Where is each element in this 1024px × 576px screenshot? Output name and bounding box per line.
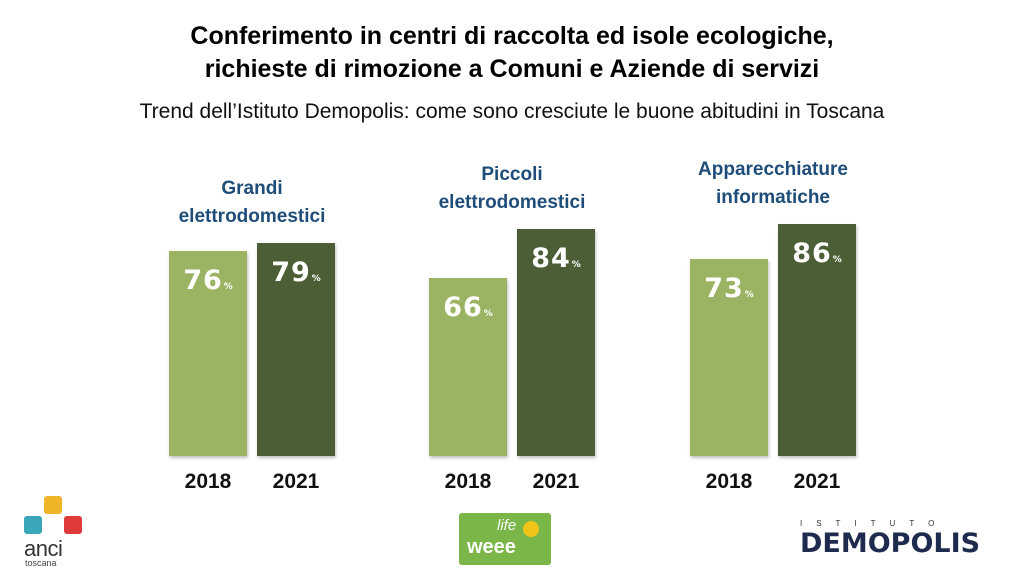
x-tick-label: 2018 bbox=[705, 470, 753, 493]
weee-logo-text: weee bbox=[467, 536, 516, 558]
chart-title: Conferimento in centri di raccolta ed is… bbox=[0, 20, 1024, 86]
group-title-line-1: Grandi bbox=[221, 177, 283, 199]
group-title-line-2: informatiche bbox=[715, 186, 831, 208]
bar-unit: % bbox=[744, 289, 754, 300]
bar-data-label: 73% bbox=[690, 273, 768, 304]
bar-value: 73 bbox=[704, 272, 744, 304]
bar-value: 79 bbox=[271, 256, 311, 288]
bar: 66% bbox=[429, 277, 507, 456]
bar-data-label: 79% bbox=[257, 257, 335, 288]
life-weee-logo: life weee bbox=[459, 513, 551, 565]
bar: 79% bbox=[257, 242, 335, 456]
bar-data-label: 66% bbox=[429, 292, 507, 323]
title-line-2: richieste di rimozione a Comuni e Aziend… bbox=[204, 55, 820, 83]
bar: 86% bbox=[778, 223, 856, 456]
bar-unit: % bbox=[311, 273, 321, 284]
demopolis-logo-istituto: ISTITUTO bbox=[800, 519, 949, 528]
bar-value: 66 bbox=[443, 291, 483, 323]
bar-value: 84 bbox=[531, 243, 571, 275]
chart-subtitle: Trend dell’Istituto Demopolis: come sono… bbox=[139, 100, 885, 123]
bar-unit: % bbox=[223, 281, 233, 292]
title-line-1: Conferimento in centri di raccolta ed is… bbox=[190, 22, 834, 50]
bar: 73% bbox=[690, 258, 768, 456]
bar-value: 86 bbox=[792, 237, 832, 269]
group-title-line-1: Piccoli bbox=[481, 164, 543, 186]
bar-value: 76 bbox=[183, 264, 223, 296]
group-title-line-2: elettrodomestici bbox=[178, 205, 326, 227]
group-title: Apparecchiature informatiche bbox=[653, 156, 893, 212]
life-logo-text: life bbox=[497, 517, 517, 534]
anci-logo-text: anci bbox=[24, 536, 63, 561]
anci-logo-subtext: toscana bbox=[25, 558, 57, 568]
bar-data-label: 84% bbox=[517, 243, 595, 274]
bar-unit: % bbox=[832, 254, 842, 265]
group-title-line-2: elettrodomestici bbox=[438, 192, 586, 214]
bar-data-label: 86% bbox=[778, 238, 856, 269]
group-title-line-1: Apparecchiature bbox=[698, 158, 848, 180]
x-tick-label: 2021 bbox=[793, 470, 841, 493]
bar: 76% bbox=[169, 250, 247, 456]
bar: 84% bbox=[517, 229, 595, 456]
group-title: Piccoli elettrodomestici bbox=[392, 161, 632, 217]
x-tick-label: 2018 bbox=[184, 470, 232, 493]
bar-unit: % bbox=[571, 260, 581, 271]
plug-icon bbox=[523, 521, 539, 537]
bar-data-label: 76% bbox=[169, 265, 247, 296]
bar-unit: % bbox=[483, 308, 493, 319]
x-tick-label: 2018 bbox=[444, 470, 492, 493]
x-tick-label: 2021 bbox=[272, 470, 320, 493]
anci-toscana-logo: anci toscana bbox=[22, 496, 92, 570]
group-title: Grandi elettrodomestici bbox=[132, 175, 372, 231]
x-tick-label: 2021 bbox=[532, 470, 580, 493]
demopolis-logo: DEMOPOLIS bbox=[800, 528, 981, 559]
